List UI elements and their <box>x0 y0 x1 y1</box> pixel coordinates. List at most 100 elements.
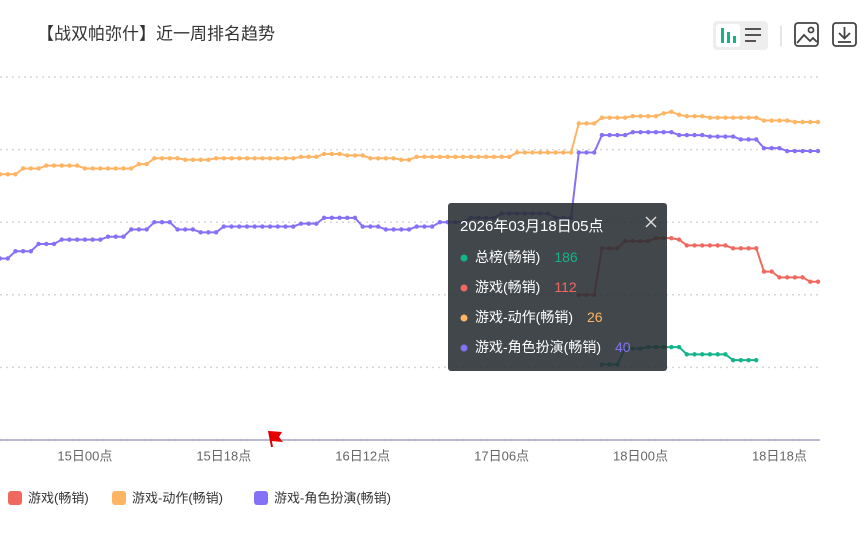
data-point <box>136 161 142 167</box>
data-point <box>406 157 412 162</box>
legend-label: 游戏(畅销) <box>28 490 89 505</box>
data-point <box>615 132 620 138</box>
data-point <box>746 246 751 251</box>
data-point <box>206 230 211 235</box>
data-point <box>723 115 728 120</box>
data-point <box>761 269 767 274</box>
data-point <box>121 234 126 239</box>
data-point <box>360 224 365 229</box>
tooltip-row: 总榜(畅销) 186 <box>475 249 578 265</box>
save-image-button[interactable] <box>794 22 819 47</box>
data-point <box>252 156 257 161</box>
legend-swatch <box>254 491 268 505</box>
series-line <box>0 131 818 260</box>
data-point <box>615 115 620 120</box>
data-point <box>692 132 697 138</box>
legend-label: 游戏-角色扮演(畅销) <box>274 490 391 505</box>
data-point <box>676 132 682 138</box>
data-point <box>136 227 142 232</box>
tooltip-box <box>448 203 667 371</box>
data-point <box>337 151 342 157</box>
tooltip-series-name: 游戏-角色扮演(畅销) <box>475 339 601 355</box>
data-point <box>700 114 705 119</box>
data-point <box>198 230 203 235</box>
data-point <box>375 156 381 161</box>
data-point <box>5 172 10 177</box>
data-point <box>815 279 821 284</box>
data-point <box>514 150 520 155</box>
data-point <box>746 357 751 363</box>
tooltip-dot <box>460 254 468 262</box>
list-view-button[interactable] <box>745 28 761 42</box>
data-point <box>74 163 80 168</box>
data-point <box>391 227 396 232</box>
data-point <box>723 134 728 139</box>
data-point <box>676 112 682 117</box>
data-point <box>291 224 296 229</box>
data-point <box>715 115 720 120</box>
data-point <box>167 220 172 225</box>
data-point <box>815 119 821 125</box>
data-point <box>568 150 574 155</box>
event-flag[interactable] <box>268 430 283 448</box>
tooltip-close[interactable] <box>645 216 657 228</box>
data-point <box>190 157 196 162</box>
data-point <box>561 150 566 155</box>
data-point <box>429 224 435 229</box>
data-point <box>815 148 821 154</box>
data-point <box>769 269 774 274</box>
toolbar <box>713 21 857 50</box>
data-point <box>661 129 666 135</box>
legend-swatch <box>8 491 22 505</box>
data-point <box>707 134 713 139</box>
data-point <box>684 114 690 119</box>
plot-area: 15日00点 15日18点 16日12点 17日06点 18日00点 18日18点 <box>0 76 821 463</box>
tooltip-series-name: 总榜(畅销) <box>475 249 540 265</box>
data-point <box>406 227 412 232</box>
tooltip-title: 2026年03月18日05点 <box>460 218 603 235</box>
data-point <box>599 115 605 120</box>
data-point <box>499 154 504 160</box>
data-point <box>5 256 10 261</box>
data-point <box>105 166 111 171</box>
data-point <box>653 114 659 119</box>
data-point <box>530 150 535 155</box>
data-point <box>67 163 72 168</box>
data-point <box>777 145 782 151</box>
data-point <box>784 118 790 123</box>
data-point <box>607 132 612 138</box>
data-point <box>90 166 95 171</box>
data-point <box>399 227 404 232</box>
data-point <box>646 114 651 119</box>
data-point <box>221 224 226 229</box>
data-point <box>692 243 697 248</box>
data-point <box>74 237 80 242</box>
data-point <box>730 246 736 251</box>
tooltip-value: 40 <box>615 339 631 355</box>
data-point <box>229 224 234 229</box>
data-point <box>352 215 358 221</box>
data-point <box>59 163 64 168</box>
tooltip-value: 26 <box>587 309 603 325</box>
data-point <box>283 224 288 229</box>
data-point <box>36 166 41 171</box>
data-point <box>13 172 18 177</box>
data-point <box>44 163 49 168</box>
data-point <box>275 224 281 229</box>
data-point <box>244 156 250 161</box>
data-point <box>275 156 281 161</box>
data-point <box>213 156 219 161</box>
data-point <box>584 150 589 155</box>
data-point <box>183 227 188 232</box>
data-point <box>522 150 527 155</box>
data-point <box>44 241 49 247</box>
data-point <box>391 156 396 161</box>
data-point <box>190 227 196 232</box>
data-point <box>437 154 443 160</box>
icon <box>721 28 724 43</box>
data-point <box>175 227 180 232</box>
download-button[interactable] <box>832 22 857 47</box>
data-point <box>730 357 736 363</box>
data-point <box>0 256 3 261</box>
icon <box>727 32 730 43</box>
